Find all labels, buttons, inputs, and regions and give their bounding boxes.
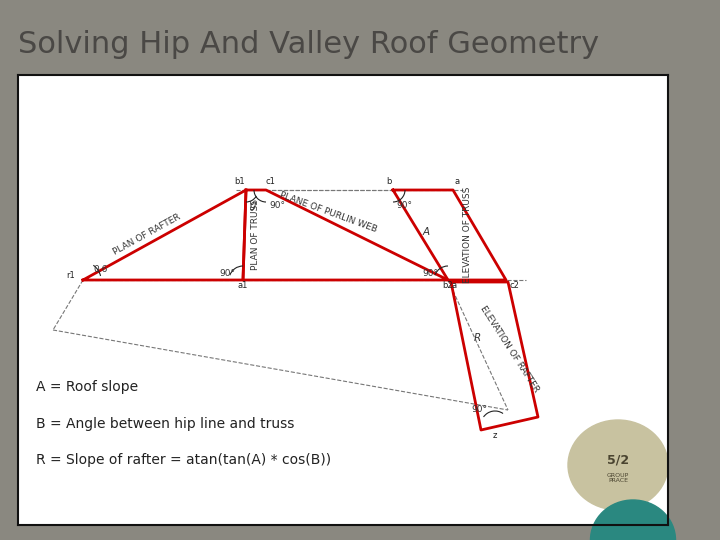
Text: ELEVATION OF TRUSS: ELEVATION OF TRUSS [462,187,472,283]
Text: 90°: 90° [396,201,412,210]
Text: b1: b1 [235,177,246,186]
Text: PLAN OF TRUSS: PLAN OF TRUSS [251,199,259,271]
Text: c2: c2 [509,281,519,290]
Text: r1: r1 [67,271,76,280]
Text: 90°: 90° [219,269,235,278]
Text: 0.6: 0.6 [93,265,107,274]
Text: R = Slope of rafter = atan(tan(A) * cos(B)): R = Slope of rafter = atan(tan(A) * cos(… [36,453,331,467]
Text: 5/2: 5/2 [607,454,629,467]
Text: A = Roof slope: A = Roof slope [36,380,138,394]
Text: z: z [492,431,498,440]
Text: PLANE OF PURLIN WEB: PLANE OF PURLIN WEB [278,190,378,234]
Text: R: R [474,333,481,343]
Text: a1: a1 [238,281,248,290]
Text: b: b [387,177,392,186]
Text: c1: c1 [265,177,275,186]
Text: 90°: 90° [269,201,285,210]
Text: a: a [454,177,459,186]
Text: ELEVATION OF RAFTER: ELEVATION OF RAFTER [478,305,541,394]
Text: B = Angle between hip line and truss: B = Angle between hip line and truss [36,417,294,431]
Text: 90°: 90° [471,405,487,414]
Text: g: g [250,200,256,210]
Text: GROUP
PRACE: GROUP PRACE [607,472,629,483]
Text: b2: b2 [443,281,454,290]
Text: PLAN OF RAFTER: PLAN OF RAFTER [111,213,181,257]
Ellipse shape [568,420,668,510]
Text: 90°: 90° [422,269,438,278]
Ellipse shape [590,500,675,540]
Text: Solving Hip And Valley Roof Geometry: Solving Hip And Valley Roof Geometry [18,30,599,59]
Text: A: A [423,227,430,237]
Text: a: a [451,281,456,290]
